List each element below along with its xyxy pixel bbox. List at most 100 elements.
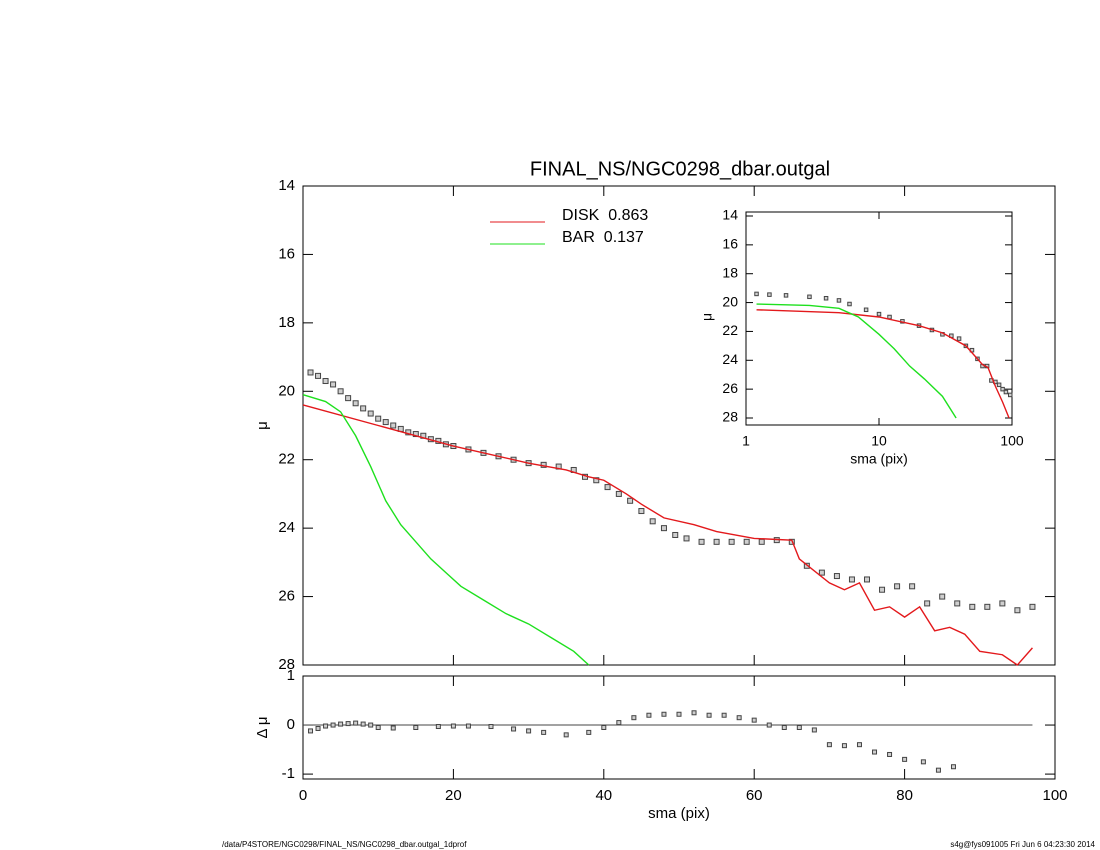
- data-point: [412, 431, 419, 438]
- x-tick-label: 100: [1000, 433, 1024, 449]
- data-point: [894, 583, 901, 590]
- data-point: [879, 586, 886, 593]
- data-point: [783, 293, 789, 298]
- data-point: [1000, 386, 1005, 392]
- y-tick-label: 24: [278, 519, 295, 536]
- data-point: [841, 743, 847, 749]
- x-tick-label: 60: [746, 787, 763, 804]
- data-point: [872, 749, 878, 755]
- data-point: [646, 712, 652, 718]
- data-point: [909, 583, 916, 590]
- data-point: [616, 720, 622, 726]
- data-point: [360, 721, 366, 727]
- data-point: [848, 576, 855, 583]
- data-point: [413, 725, 419, 730]
- data-point: [836, 298, 842, 303]
- data-point: [876, 311, 882, 317]
- plot-frame: [302, 185, 1056, 666]
- data-point: [604, 484, 611, 491]
- data-point: [390, 725, 396, 731]
- x-tick-label: 10: [871, 433, 887, 449]
- y-tick-label: 20: [278, 382, 295, 399]
- data-line: [302, 404, 1033, 666]
- x-tick-label: 100: [1042, 787, 1067, 804]
- data-point: [307, 369, 314, 376]
- data-point: [969, 603, 976, 610]
- y-axis-label: μ: [699, 313, 715, 321]
- data-point: [315, 725, 321, 731]
- x-tick-label: 1: [742, 433, 750, 449]
- data-point: [796, 725, 802, 730]
- data-point: [345, 395, 352, 402]
- data-point: [465, 723, 471, 729]
- y-tick-label: 28: [278, 656, 295, 673]
- y-tick-label: 16: [278, 245, 295, 262]
- data-point: [1007, 392, 1013, 398]
- x-tick-label: 20: [445, 787, 462, 804]
- data-point: [823, 295, 829, 301]
- data-point: [864, 576, 870, 583]
- y-axis-label: Δ μ: [254, 716, 271, 738]
- data-point: [713, 538, 720, 545]
- y-tick-label: 26: [722, 380, 738, 396]
- y-tick-label: 20: [722, 293, 738, 309]
- data-point: [950, 764, 956, 770]
- data-point: [721, 712, 727, 718]
- data-point: [826, 742, 832, 748]
- data-point: [435, 724, 441, 730]
- plot-frame: [745, 211, 1013, 426]
- data-point: [315, 372, 322, 379]
- data-point: [338, 721, 344, 727]
- y-tick-label: 26: [278, 588, 295, 605]
- data-point: [375, 415, 382, 422]
- y-tick-label: 18: [278, 314, 295, 331]
- data-point: [382, 419, 389, 426]
- y-tick-label: 0: [287, 716, 295, 733]
- data-line: [756, 309, 1010, 419]
- x-tick-label: 80: [896, 787, 913, 804]
- data-point: [887, 314, 892, 320]
- y-tick-label: 28: [722, 409, 738, 425]
- data-point: [939, 593, 946, 600]
- x-axis-label: sma (pix): [648, 805, 710, 822]
- data-point: [488, 724, 494, 730]
- y-tick-label: 1: [287, 667, 295, 684]
- data-point: [450, 723, 456, 729]
- data-point: [818, 569, 825, 576]
- data-point: [754, 291, 759, 297]
- data-point: [847, 301, 852, 307]
- data-point: [683, 535, 690, 542]
- data-point: [833, 573, 840, 580]
- data-point: [781, 725, 787, 730]
- data-point: [322, 378, 329, 385]
- data-point: [1029, 603, 1036, 610]
- data-point: [308, 728, 314, 734]
- data-point: [541, 729, 547, 735]
- y-tick-label: 14: [278, 177, 295, 194]
- data-point: [751, 717, 757, 723]
- x-tick-label: 0: [299, 787, 307, 804]
- data-point: [593, 477, 600, 484]
- data-point: [698, 538, 705, 545]
- x-axis-label: sma (pix): [850, 451, 908, 467]
- data-point: [887, 751, 893, 757]
- data-point: [758, 538, 765, 545]
- data-point: [638, 508, 645, 515]
- data-point: [924, 600, 931, 607]
- data-point: [660, 525, 667, 532]
- data-point: [511, 726, 517, 732]
- data-point: [811, 727, 817, 733]
- data-point: [728, 538, 735, 545]
- data-point: [856, 742, 862, 748]
- data-point: [1014, 607, 1021, 614]
- chart-title: FINAL_NS/NGC0298_dbar.outgal: [530, 158, 830, 180]
- data-point: [863, 307, 869, 313]
- y-tick-label: 18: [722, 264, 738, 280]
- data-point: [956, 336, 962, 341]
- data-point: [996, 382, 1002, 388]
- data-point: [1003, 389, 1009, 395]
- data-point: [935, 767, 941, 773]
- legend-label: BAR 0.137: [562, 229, 644, 246]
- data-point: [676, 711, 682, 717]
